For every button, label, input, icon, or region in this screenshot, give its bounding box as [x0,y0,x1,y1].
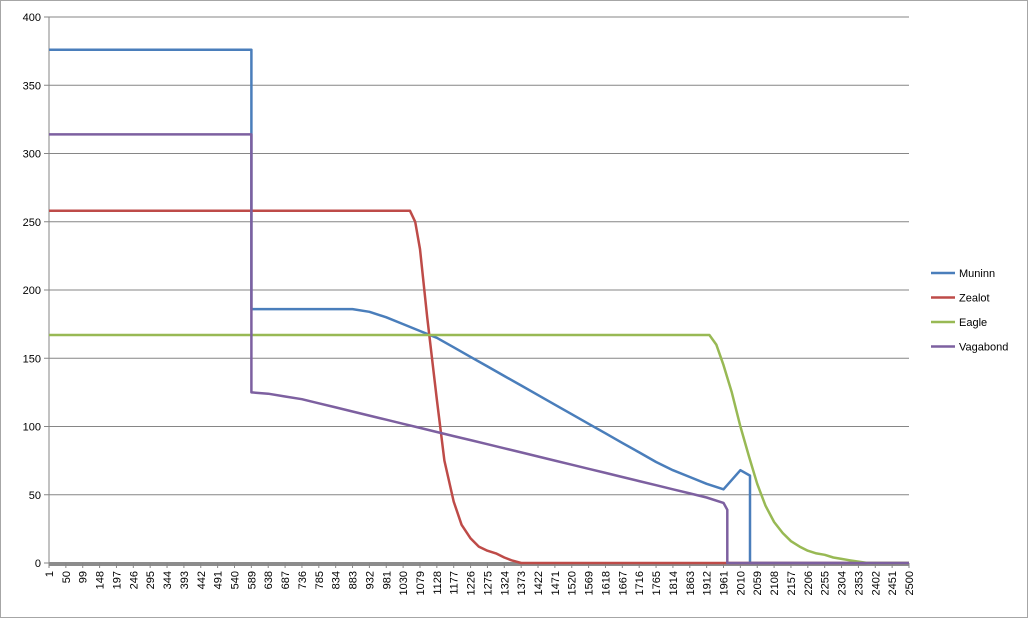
x-tick-label: 1765 [651,571,663,595]
x-tick-label: 442 [196,571,208,589]
x-tick-label: 1079 [415,571,427,595]
x-tick-label: 1569 [584,571,596,595]
x-tick-label: 1275 [482,571,494,595]
x-axis: 1 50 99 148 197 246 295 344 393 442 491 540 589 638 68… [44,562,916,595]
x-tick-label: 1373 [516,571,528,595]
x-tick-label: 932 [364,571,376,589]
x-tick-label: 99 [78,571,90,583]
x-tick-label: 1863 [685,571,697,595]
legend-label-eagle: Eagle [959,317,987,329]
x-tick-label: 246 [128,571,140,589]
x-tick-label: 344 [162,571,174,589]
x-tick-label: 2304 [837,571,849,595]
x-tick-label: 1471 [550,571,562,595]
x-tick-label: 1177 [449,571,461,595]
x-tick-label: 491 [213,571,225,589]
x-tick-label: 1912 [702,571,714,595]
x-tick-label: 736 [297,571,309,589]
x-tick-label: 1716 [634,571,646,595]
series-line-muninn [49,48,909,565]
x-tick-label: 638 [263,571,275,589]
legend-label-zealot: Zealot [959,293,990,305]
x-tick-label: 1618 [600,571,612,595]
x-tick-label: 1422 [533,571,545,595]
y-tick-label: 50 [29,490,41,502]
x-tick-label: 1324 [499,571,511,595]
series-lines [49,48,909,565]
y-tick-label: 300 [23,149,41,161]
x-tick-label: 1226 [466,571,478,595]
y-tick-label: 200 [23,285,41,297]
x-tick-label: 148 [95,571,107,589]
legend-label-muninn: Muninn [959,268,995,280]
series-line-eagle [49,333,909,565]
y-axis: 0 50 100 150 200 250 300 350 400 [23,12,50,570]
x-tick-label: 2157 [786,571,798,595]
x-tick-label: 1961 [719,571,731,595]
x-tick-label: 2206 [803,571,815,595]
x-tick-label: 687 [280,571,292,589]
x-tick-label: 1128 [432,571,444,595]
gridlines [49,16,909,496]
x-tick-label: 2108 [769,571,781,595]
x-tick-label: 1667 [617,571,629,595]
x-tick-label: 1814 [668,571,680,595]
x-tick-label: 883 [348,571,360,589]
x-tick-label: 2010 [735,571,747,595]
series-line-vagabond [49,133,909,565]
x-tick-label: 50 [61,571,73,583]
y-tick-label: 400 [23,12,41,24]
x-tick-label: 1 [44,571,56,577]
x-tick-label: 981 [381,571,393,589]
x-tick-label: 2451 [887,571,899,595]
x-tick-label: 834 [331,571,343,589]
y-tick-label: 250 [23,217,41,229]
series-line-zealot [49,209,909,565]
legend-label-vagabond: Vagabond [959,342,1008,354]
x-tick-label: 1520 [567,571,579,595]
legend: Muninn Zealot Eagle Vagabond [931,268,1008,354]
x-tick-label: 393 [179,571,191,589]
y-tick-label: 150 [23,353,41,365]
x-tick-label: 785 [314,571,326,589]
x-tick-label: 589 [246,571,258,589]
x-tick-label: 2353 [853,571,865,595]
x-tick-label: 2059 [752,571,764,595]
x-tick-label: 197 [111,571,123,589]
x-tick-label: 295 [145,571,157,589]
x-tick-label: 1030 [398,571,410,595]
y-tick-label: 0 [35,558,41,570]
x-tick-label: 2255 [820,571,832,595]
x-tick-label: 2402 [870,571,882,595]
x-tick-label: 2500 [904,571,916,595]
y-tick-label: 100 [23,422,41,434]
y-tick-label: 350 [23,80,41,92]
x-tick-label: 540 [229,571,241,589]
